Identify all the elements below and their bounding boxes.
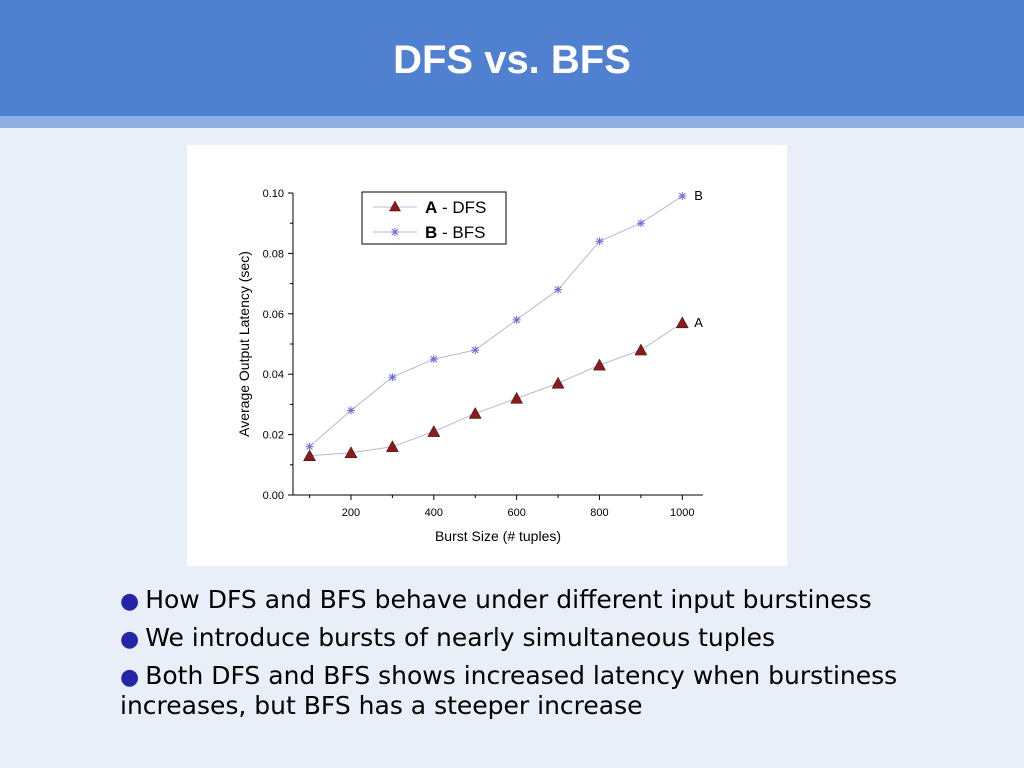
y-tick-label: 0.00 (263, 490, 284, 502)
data-point-a (468, 406, 482, 419)
data-point-a (344, 446, 358, 458)
bullet-text: We introduce bursts of nearly simultaneo… (145, 623, 775, 652)
data-point-a (634, 343, 648, 356)
data-point-b (678, 192, 687, 201)
legend-text-b: - BFS (437, 223, 485, 242)
bullet-dot-icon: ● (120, 665, 140, 690)
x-tick-label: 1000 (670, 507, 694, 519)
bullet-item: ● How DFS and BFS behave under different … (120, 586, 1000, 616)
y-tick-label: 0.08 (263, 248, 284, 260)
legend-marker-b (391, 228, 399, 236)
data-point-b (429, 355, 438, 364)
series-line-a (309, 322, 683, 457)
chart-panel: 0.00 0.02 0.04 0.06 0.08 0.10 200 400 600 800 1000… (187, 145, 787, 566)
legend-key-a: A (425, 198, 437, 217)
x-tick-label: 600 (507, 507, 525, 519)
title-bar-stripe (0, 116, 1024, 128)
data-point-a (510, 391, 524, 404)
data-point-b (388, 373, 397, 382)
y-axis-label: Average Output Latency (sec) (236, 251, 252, 437)
data-point-a (427, 425, 441, 437)
bullet-dot-icon: ● (120, 589, 140, 614)
data-point-b (554, 285, 563, 294)
bullet-list: ● How DFS and BFS behave under different … (120, 586, 1000, 728)
legend-entry-b: B - BFS (425, 223, 485, 242)
y-tick-label: 0.10 (263, 188, 284, 200)
data-point-b (595, 237, 604, 246)
data-point-b (305, 442, 314, 451)
bullet-text: How DFS and BFS behave under different i… (145, 585, 872, 614)
x-tick-label: 400 (425, 507, 443, 519)
data-point-b (636, 219, 645, 228)
line-chart: 0.00 0.02 0.04 0.06 0.08 0.10 200 400 600 800 1000… (236, 188, 703, 544)
legend-entry-a: A - DFS (425, 198, 486, 217)
series-line-b (309, 195, 683, 448)
data-point-a (551, 376, 565, 389)
series-end-label-b: B (694, 188, 703, 203)
legend: A - DFS B - BFS (361, 191, 507, 245)
data-point-b (512, 315, 521, 324)
bullet-text: Both DFS and BFS shows increased latency… (120, 661, 898, 720)
x-tick-label: 800 (590, 507, 608, 519)
bullet-item: ● We introduce bursts of nearly simultane… (120, 624, 1000, 654)
data-point-a (303, 449, 316, 461)
x-tick-label: 200 (342, 507, 360, 519)
data-point-b (346, 406, 355, 415)
legend-marker-a (389, 200, 401, 212)
title-bar (0, 0, 1024, 116)
x-axis-label: Burst Size (# tuples) (435, 528, 561, 544)
y-tick-label: 0.02 (263, 430, 284, 442)
data-point-b (471, 346, 480, 355)
bullet-dot-icon: ● (120, 627, 140, 652)
legend-box (361, 191, 507, 245)
bullet-item: ● Both DFS and BFS shows increased latenc… (120, 662, 1000, 720)
legend-key-b: B (425, 223, 437, 242)
series-end-label-a: A (694, 315, 703, 330)
legend-text-a: - DFS (437, 198, 486, 217)
y-tick-label: 0.04 (263, 369, 284, 381)
data-point-a (385, 440, 399, 452)
data-point-a (593, 358, 606, 371)
y-tick-label: 0.06 (263, 309, 284, 321)
data-point-a (675, 316, 689, 329)
slide-title: DFS vs. BFS (393, 38, 631, 82)
